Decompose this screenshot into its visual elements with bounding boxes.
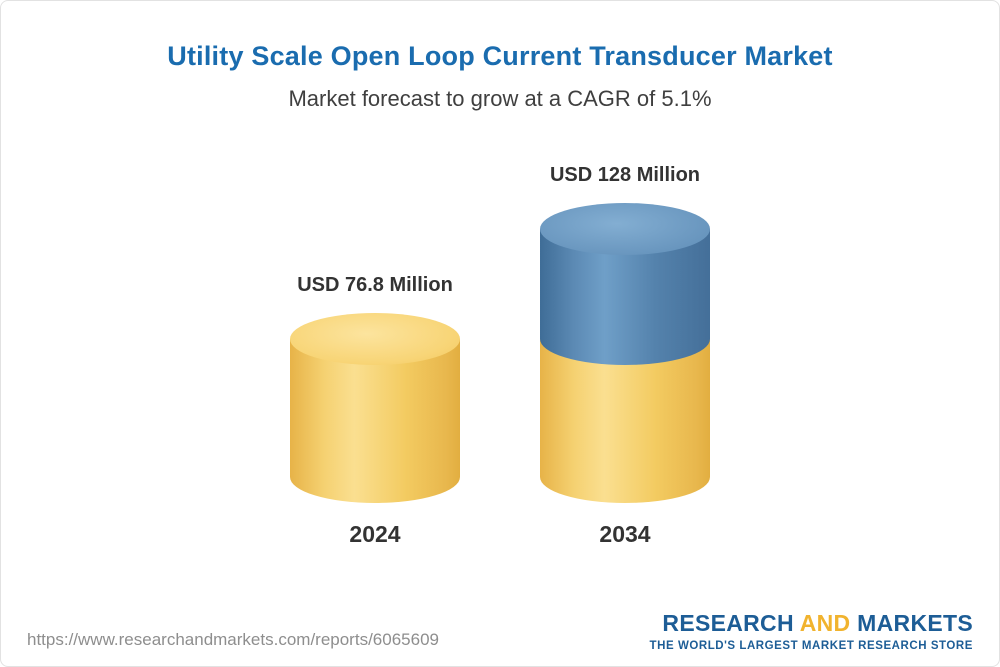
logo-tagline: THE WORLD'S LARGEST MARKET RESEARCH STOR… (649, 640, 973, 652)
logo-word-research: RESEARCH (662, 610, 794, 636)
cylinder-2024-body (290, 338, 460, 503)
year-label-2024: 2024 (349, 521, 401, 547)
chart-subtitle: Market forecast to grow at a CAGR of 5.1… (288, 86, 712, 111)
report-url: https://www.researchandmarkets.com/repor… (27, 630, 439, 649)
cylinder-2024-top-ellipse (290, 312, 460, 365)
year-label-2034: 2034 (599, 521, 651, 547)
cylinder-2024 (290, 312, 460, 503)
value-label-2024: USD 76.8 Million (297, 273, 453, 296)
bar-group-2024: USD 76.8 Million 2024 (290, 274, 460, 548)
chart-title: Utility Scale Open Loop Current Transduc… (167, 41, 833, 71)
logo-word-and: AND (799, 610, 851, 636)
cylinder-2034-top-ellipse (540, 203, 710, 255)
research-and-markets-logo: RESEARCH AND MARKETS THE WORLD'S LARGEST… (650, 610, 973, 652)
bar-group-2034: USD 128 Million 2034 (540, 164, 710, 548)
cylinder-2034 (540, 203, 710, 503)
value-label-2034: USD 128 Million (549, 164, 701, 186)
logo-word-markets: MARKETS (857, 610, 973, 636)
segment-base-2034 (540, 338, 710, 503)
chart-area: USD 76.8 Million 2024 USD 128 Million 20… (1, 160, 999, 548)
logo-wordmark: RESEARCH AND MARKETS (650, 610, 973, 637)
footer: https://www.researchandmarkets.com/repor… (1, 610, 999, 652)
